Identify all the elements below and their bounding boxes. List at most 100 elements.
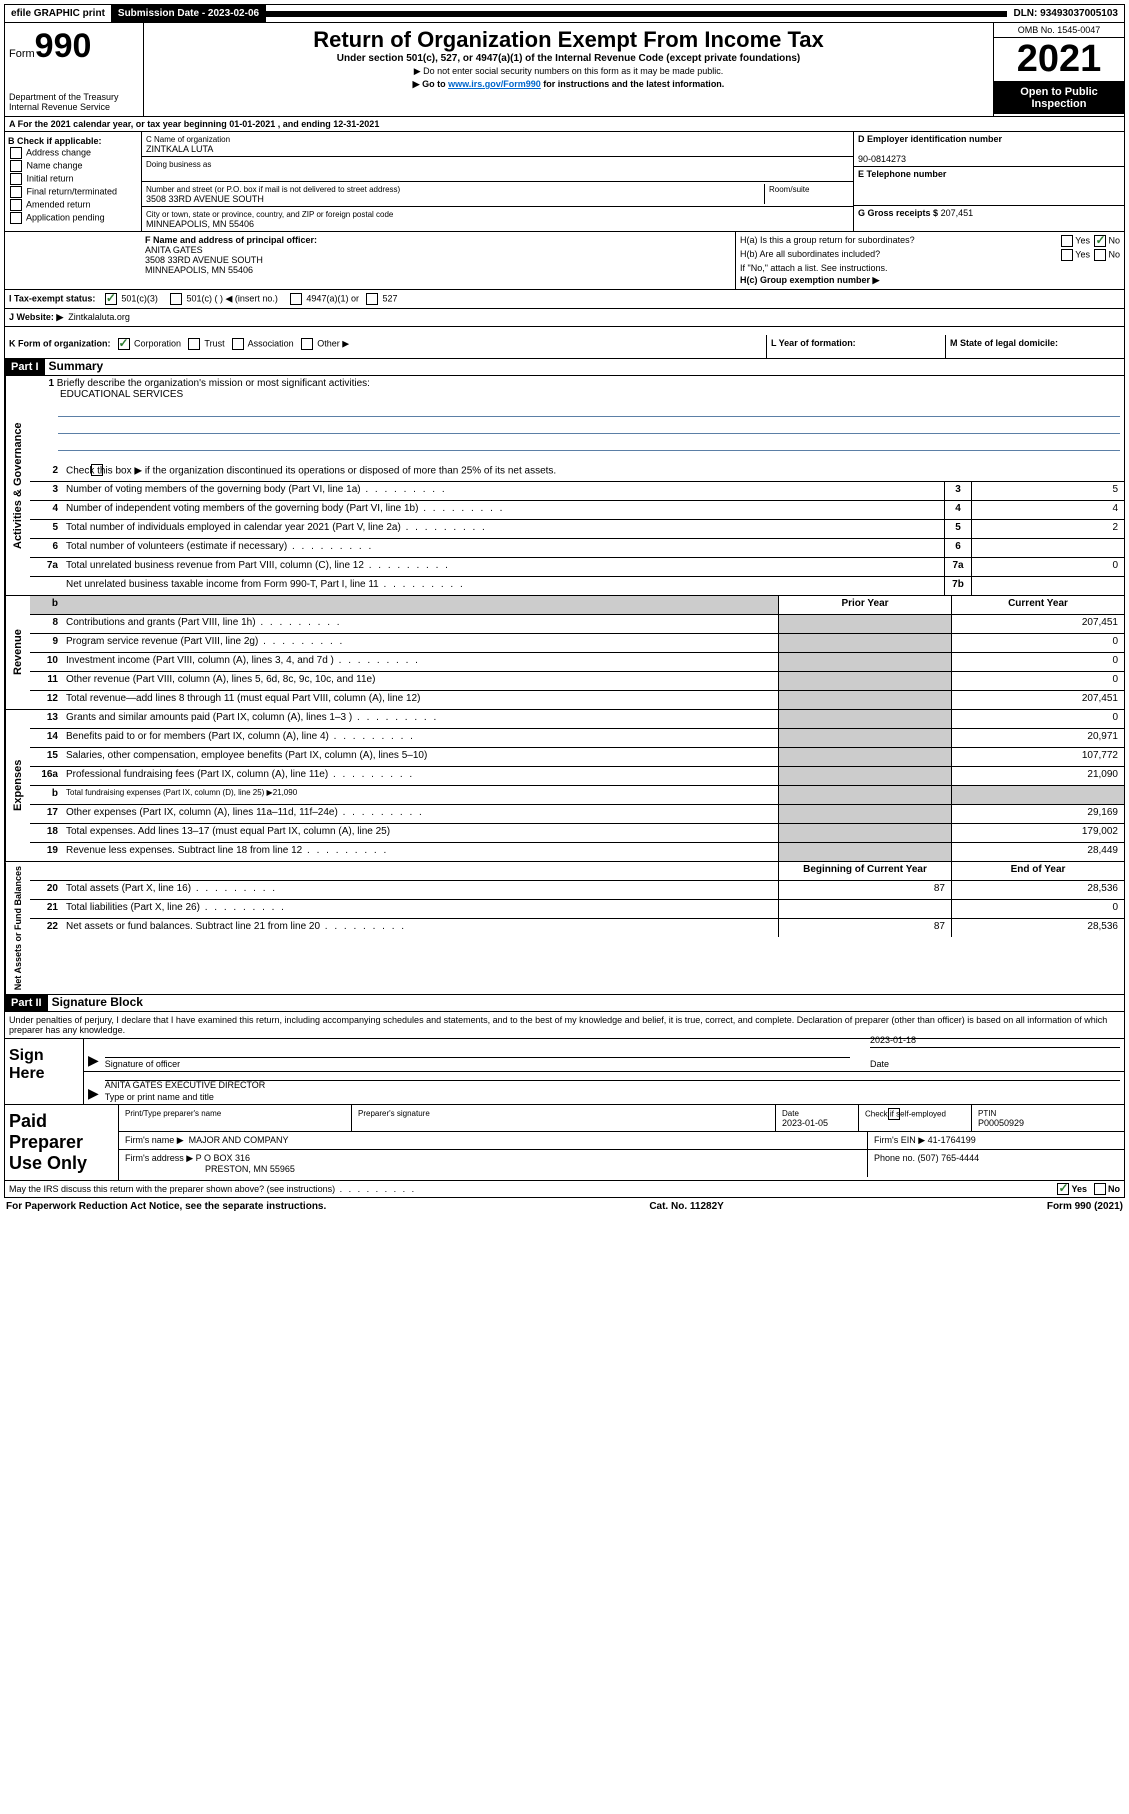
bottom-line: For Paperwork Reduction Act Notice, see … [4,1198,1125,1215]
org-name: ZINTKALA LUTA [146,144,213,154]
sig-declaration: Under penalties of perjury, I declare th… [5,1012,1124,1039]
firm-ein: 41-1764199 [928,1135,976,1145]
prep-date: 2023-01-05 [782,1118,828,1128]
line11-cur: 0 [951,672,1124,690]
hb-no[interactable] [1094,249,1106,261]
org-street: 3508 33RD AVENUE SOUTH [146,194,264,204]
fh-grid: F Name and address of principal officer:… [4,232,1125,290]
vtab-net: Net Assets or Fund Balances [5,862,30,994]
line4-val: 4 [971,501,1124,519]
line6-val [971,539,1124,557]
check-501c3[interactable] [105,293,117,305]
dept-label: Department of the Treasury [9,92,139,102]
line10-cur: 0 [951,653,1124,671]
submission-date: Submission Date - 2023-02-06 [112,5,266,22]
firm-addr1: P O BOX 316 [196,1153,250,1163]
net-assets-section: Net Assets or Fund Balances Beginning of… [4,862,1125,995]
check-trust[interactable] [188,338,200,350]
topbar-spacer [266,11,1007,17]
year-formation: L Year of formation: [766,335,945,358]
line3-val: 5 [971,482,1124,500]
line13-cur: 0 [951,710,1124,728]
line9-cur: 0 [951,634,1124,652]
ha-no[interactable] [1094,235,1106,247]
line8-cur: 207,451 [951,615,1124,633]
discuss-no[interactable] [1094,1183,1106,1195]
irs-label: Internal Revenue Service [9,102,139,112]
form-ref: Form 990 (2021) [1047,1201,1123,1212]
check-4947[interactable] [290,293,302,305]
check-corp[interactable] [118,338,130,350]
signature-block: Under penalties of perjury, I declare th… [4,1012,1125,1105]
check-name-change[interactable] [10,160,22,172]
row-a-period: A For the 2021 calendar year, or tax yea… [4,117,1125,132]
ein: 90-0814273 [858,154,906,164]
expenses-section: Expenses 13Grants and similar amounts pa… [4,710,1125,862]
form-number: Form990 [9,27,139,66]
discuss-yes[interactable] [1057,1183,1069,1195]
mission: EDUCATIONAL SERVICES [60,389,183,400]
check-final-return[interactable] [10,186,22,198]
line16a-cur: 21,090 [951,767,1124,785]
check-527[interactable] [366,293,378,305]
tax-year: 2021 [994,38,1124,82]
check-discontinued[interactable] [91,464,103,476]
form-header: Form990 Department of the Treasury Inter… [4,23,1125,117]
check-app-pending[interactable] [10,212,22,224]
line5-val: 2 [971,520,1124,538]
form-org-row: K Form of organization: Corporation Trus… [5,335,766,358]
check-other[interactable] [301,338,313,350]
efile-button[interactable]: efile GRAPHIC print [5,5,112,22]
principal-officer: F Name and address of principal officer:… [141,232,736,289]
check-self-employed[interactable] [888,1108,900,1120]
line20-beg: 87 [778,881,951,899]
gross-receipts: 207,451 [941,208,974,218]
org-info-grid: B Check if applicable: Address change Na… [4,132,1125,232]
check-address-change[interactable] [10,147,22,159]
ha-yes[interactable] [1061,235,1073,247]
col-b-checkboxes: B Check if applicable: Address change Na… [5,132,142,231]
arrow-icon: ▶ [88,1085,99,1102]
mission-lines [30,402,1124,463]
dln: DLN: 93493037005103 [1007,5,1124,22]
vtab-governance: Activities & Governance [5,376,30,595]
sig-officer: Signature of officer [105,1057,850,1069]
open-inspection: Open to Public Inspection [994,82,1124,114]
part1-bar: Part ISummary [4,359,1125,376]
ptin: P00050929 [978,1118,1024,1128]
h-questions: H(a) Is this a group return for subordin… [736,232,1124,289]
line18-cur: 179,002 [951,824,1124,842]
website[interactable]: Zintkalaluta.org [68,312,130,322]
check-501c[interactable] [170,293,182,305]
vtab-expenses: Expenses [5,710,30,861]
tax-exempt-status: I Tax-exempt status: 501(c)(3) 501(c) ( … [5,290,1124,308]
firm-name: MAJOR AND COMPANY [189,1135,289,1145]
form-note-2: ▶ Go to www.irs.gov/Form990 for instruct… [152,79,985,90]
form-note-1: ▶ Do not enter social security numbers o… [152,66,985,77]
line22-end: 28,536 [951,919,1124,937]
line19-cur: 28,449 [951,843,1124,861]
check-amended[interactable] [10,199,22,211]
arrow-icon: ▶ [88,1052,99,1069]
vtab-revenue: Revenue [5,596,30,709]
revenue-section: Revenue bPrior YearCurrent Year 8Contrib… [4,596,1125,710]
form-title: Return of Organization Exempt From Incom… [152,27,985,53]
sign-here-label: Sign Here [5,1039,83,1104]
line17-cur: 29,169 [951,805,1124,823]
org-city: MINNEAPOLIS, MN 55406 [146,219,254,229]
paid-label: Paid Preparer Use Only [5,1105,119,1180]
check-assoc[interactable] [232,338,244,350]
hb-yes[interactable] [1061,249,1073,261]
firm-phone: (507) 765-4444 [918,1153,980,1163]
paid-preparer-block: Paid Preparer Use Only Print/Type prepar… [4,1105,1125,1181]
irs-link[interactable]: www.irs.gov/Form990 [448,79,541,89]
activities-governance: Activities & Governance 1 Briefly descri… [4,376,1125,596]
col-c-org: C Name of organization ZINTKALA LUTA Doi… [142,132,854,231]
cat-no: Cat. No. 11282Y [649,1201,723,1212]
check-initial-return[interactable] [10,173,22,185]
line22-beg: 87 [778,919,951,937]
ijk-block: I Tax-exempt status: 501(c)(3) 501(c) ( … [4,290,1125,359]
omb-number: OMB No. 1545-0047 [994,23,1124,38]
discuss-row: May the IRS discuss this return with the… [4,1181,1125,1198]
state-domicile: M State of legal domicile: [945,335,1124,358]
